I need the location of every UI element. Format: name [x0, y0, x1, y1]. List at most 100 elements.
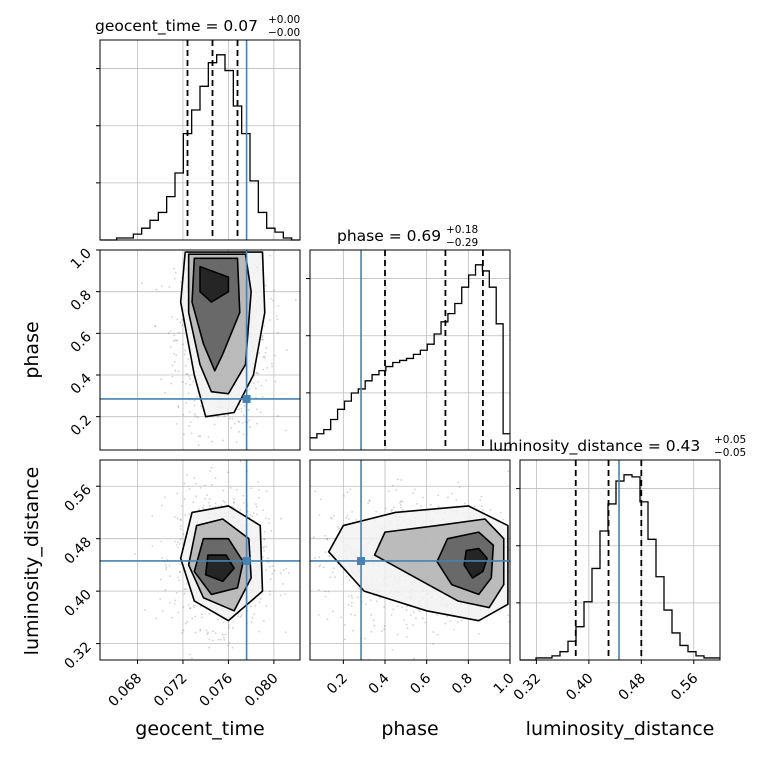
scatter-point: [177, 576, 179, 579]
scatter-point: [201, 616, 203, 619]
scatter-point: [176, 318, 179, 321]
scatter-point: [229, 222, 231, 224]
scatter-point: [294, 299, 297, 301]
scatter-point: [237, 227, 239, 229]
scatter-point: [273, 289, 276, 292]
scatter-point: [258, 352, 261, 354]
scatter-point: [175, 354, 178, 357]
scatter-point: [176, 517, 179, 520]
scatter-point: [202, 231, 204, 233]
scatter-point: [182, 533, 185, 536]
scatter-point: [368, 499, 371, 502]
scatter-point: [383, 624, 386, 627]
scatter-point: [199, 435, 202, 438]
scatter-point: [265, 379, 268, 382]
scatter-point: [191, 617, 194, 620]
scatter-point: [174, 516, 176, 518]
scatter-point: [248, 426, 251, 429]
scatter-point: [262, 619, 265, 622]
scatter-point: [179, 538, 182, 541]
scatter-point: [190, 432, 193, 435]
histogram-luminosity_distance: [520, 474, 720, 661]
scatter-point: [178, 571, 181, 574]
contour-level-0: [199, 265, 230, 303]
scatter-point: [183, 353, 186, 356]
scatter-point: [480, 495, 483, 498]
scatter-point: [229, 487, 232, 489]
scatter-point: [369, 599, 372, 601]
scatter-point: [390, 510, 393, 512]
scatter-point: [265, 545, 268, 548]
scatter-point: [169, 575, 171, 578]
scatter-point: [317, 589, 320, 591]
scatter-point: [212, 630, 214, 633]
scatter-point: [222, 439, 225, 442]
scatter-point: [401, 606, 403, 609]
scatter-point: [134, 553, 136, 555]
scatter-point: [238, 421, 241, 423]
scatter-point: [187, 392, 190, 395]
scatter-point: [193, 413, 196, 415]
scatter-point: [210, 248, 212, 250]
scatter-point: [173, 352, 176, 355]
scatter-point: [236, 488, 238, 491]
scatter-point: [254, 604, 257, 607]
scatter-point: [241, 421, 244, 424]
scatter-point: [350, 613, 352, 616]
scatter-point: [203, 484, 206, 487]
scatter-point: [177, 370, 180, 373]
scatter-point: [276, 318, 279, 321]
scatter-point: [282, 568, 285, 571]
scatter-point: [173, 361, 176, 363]
scatter-point: [251, 616, 254, 619]
scatter-point: [502, 518, 505, 521]
scatter-point: [319, 564, 322, 567]
scatter-point: [276, 315, 278, 318]
scatter-point: [208, 498, 211, 500]
scatter-point: [549, 587, 551, 589]
scatter-point: [522, 576, 524, 578]
scatter-point: [169, 346, 172, 348]
scatter-point: [562, 561, 564, 563]
scatter-point: [185, 401, 188, 404]
scatter-point: [229, 417, 231, 420]
scatter-point: [174, 369, 177, 372]
scatter-point: [391, 484, 394, 487]
scatter-point: [354, 614, 356, 617]
scatter-point: [379, 597, 381, 599]
scatter-point: [185, 382, 187, 385]
scatter-point: [175, 422, 178, 425]
scatter-point: [186, 620, 189, 623]
scatter-point: [183, 592, 186, 595]
scatter-point: [395, 489, 398, 491]
scatter-point: [373, 624, 376, 627]
scatter-point: [549, 527, 551, 529]
scatter-point: [263, 538, 266, 541]
scatter-point: [262, 356, 264, 359]
scatter-point: [271, 572, 274, 575]
scatter-point: [192, 380, 195, 383]
scatter-point: [256, 513, 258, 516]
scatter-point: [399, 504, 402, 506]
scatter-point: [511, 556, 513, 558]
scatter-point: [279, 594, 282, 597]
scatter-point: [194, 604, 197, 607]
scatter-point: [277, 304, 280, 307]
scatter-point: [170, 382, 173, 385]
scatter-point: [202, 504, 205, 507]
scatter-point: [177, 541, 179, 543]
scatter-point: [518, 583, 520, 585]
panel-hist-phase: [306, 249, 511, 451]
scatter-point: [318, 565, 321, 568]
scatter-point: [174, 540, 176, 543]
scatter-point: [415, 502, 418, 505]
scatter-point: [232, 626, 234, 629]
scatter-point: [154, 325, 157, 327]
scatter-point: [175, 591, 178, 594]
scatter-point: [248, 247, 250, 249]
scatter-point: [513, 518, 515, 520]
scatter-point: [270, 297, 272, 300]
scatter-point: [464, 502, 466, 505]
scatter-point: [396, 633, 399, 636]
scatter-point: [165, 568, 168, 571]
